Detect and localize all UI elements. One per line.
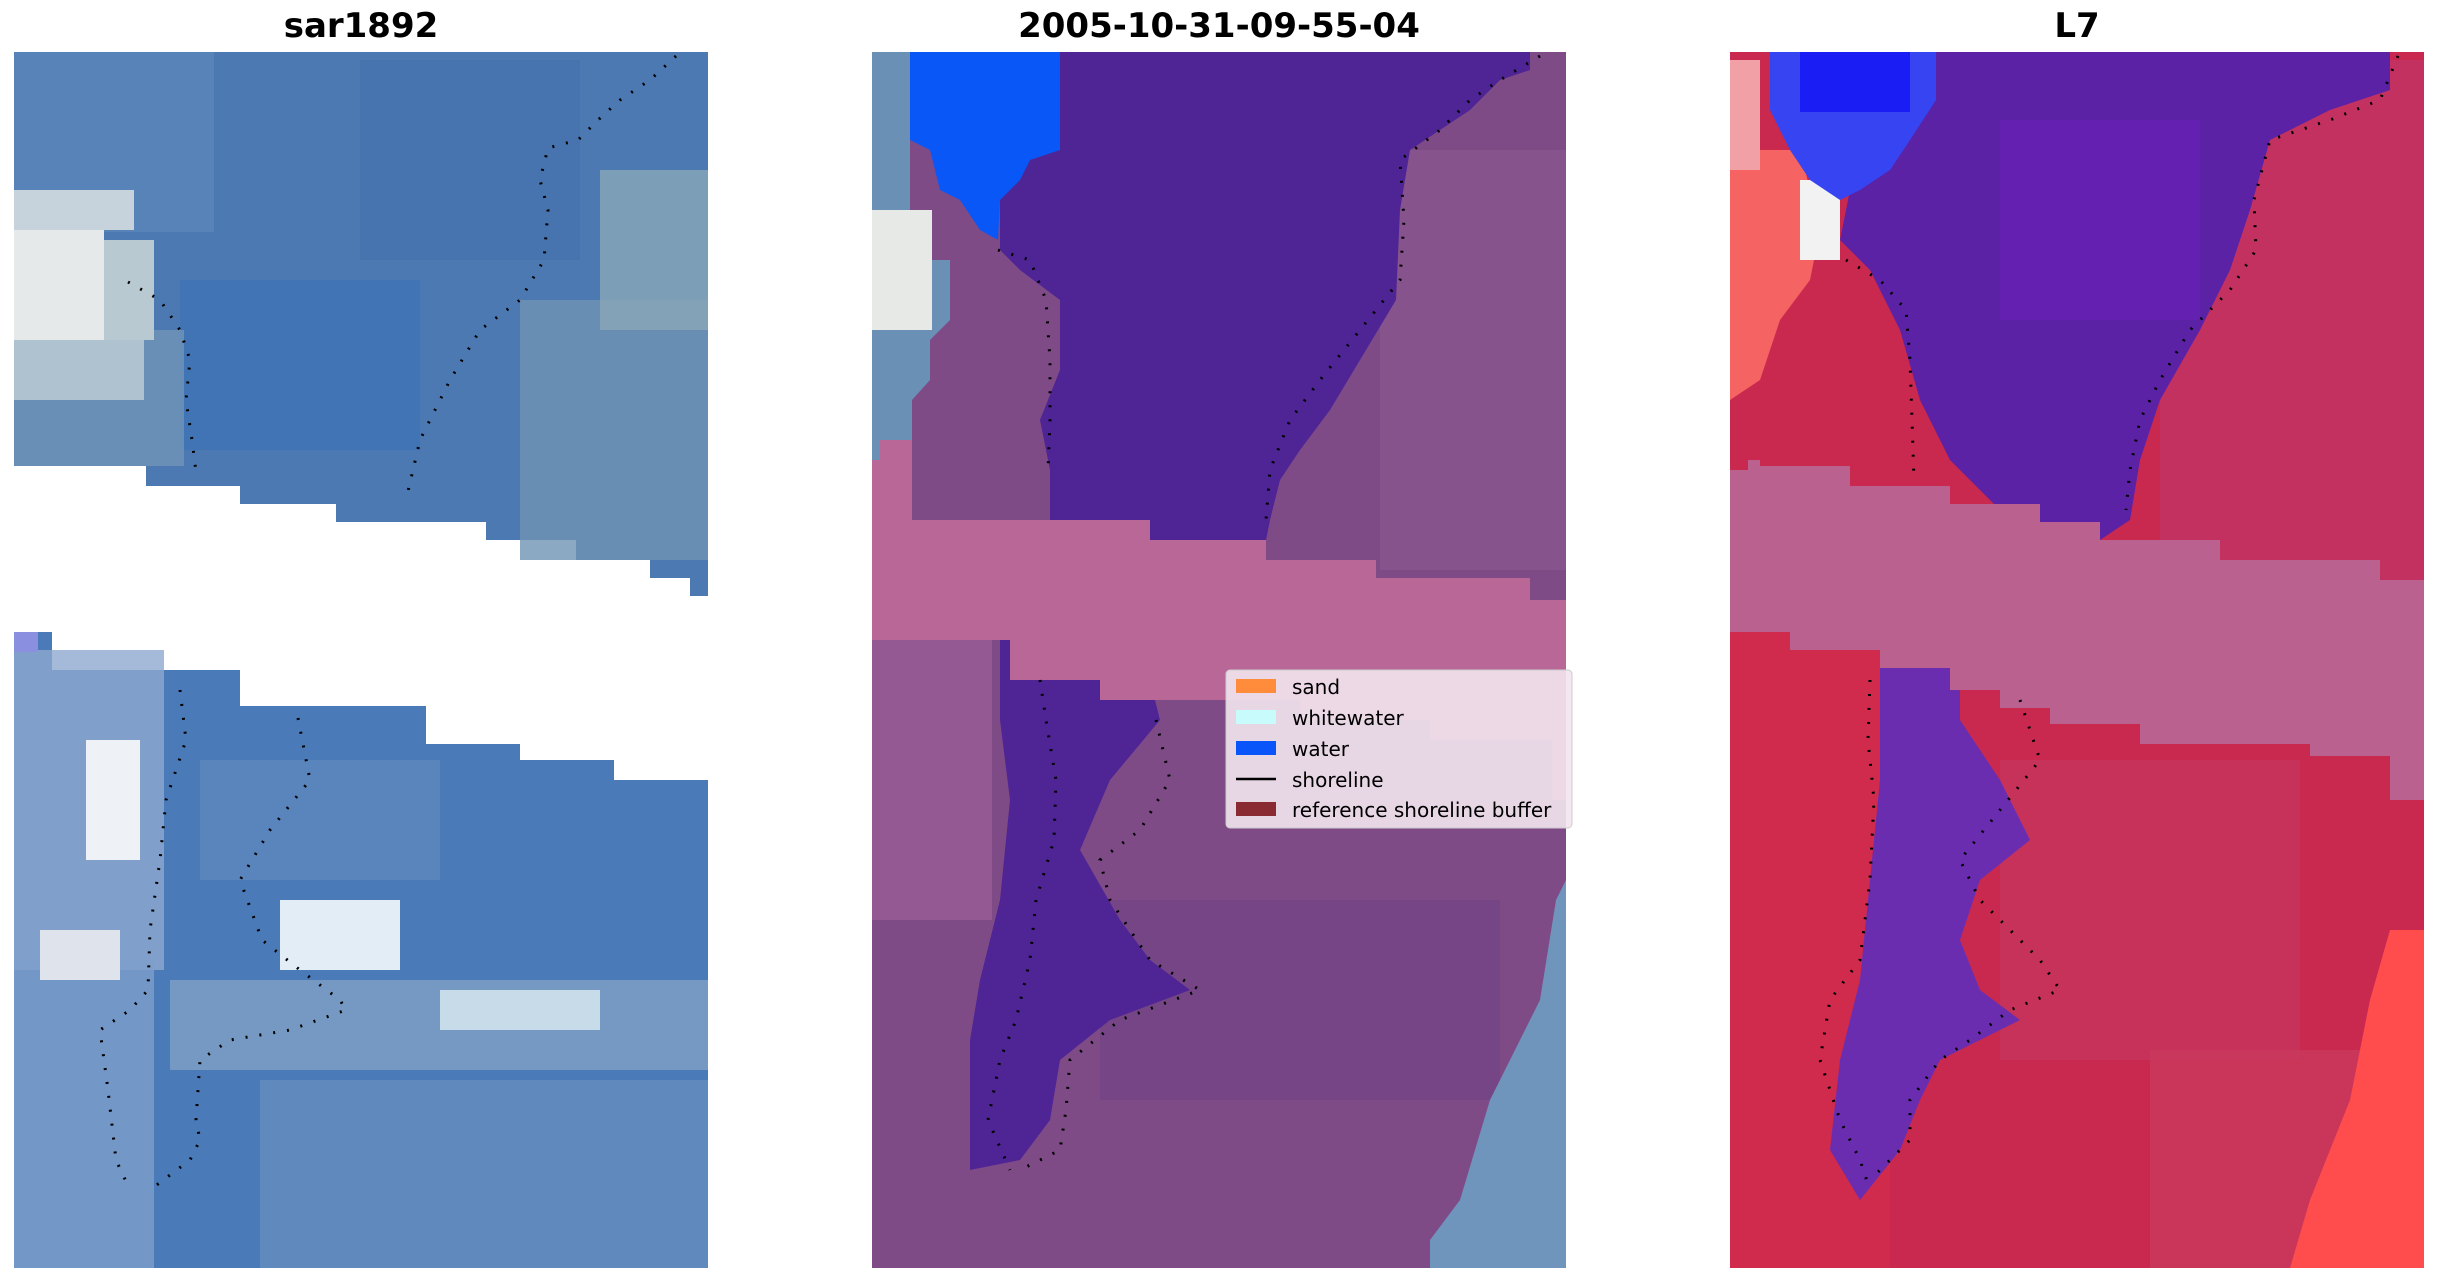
rgb-bright-sand (14, 340, 144, 400)
index-water-lower (1830, 660, 2030, 1200)
classified-land-texture (872, 620, 992, 920)
panel-title-mndwi: L7 (2054, 6, 2100, 46)
rgb-texture (600, 170, 708, 330)
rgb-texture (14, 960, 154, 1268)
rgb-texture (200, 760, 440, 880)
legend-item-shoreline: shoreline (1236, 768, 1384, 792)
classified-water-upper (1000, 52, 1530, 540)
legend-item-reference-buffer: reference shoreline buffer (1236, 798, 1552, 822)
legend-label-whitewater: whitewater (1292, 706, 1404, 730)
rgb-texture (180, 280, 420, 450)
panel-title-classified: 2005-10-31-09-55-04 (1018, 6, 1420, 46)
shoreline (98, 54, 678, 1192)
index-bright-land (2290, 930, 2424, 1268)
legend-item-water: water (1236, 737, 1350, 761)
rgb-bright-sand (14, 210, 104, 350)
rgb-bright-sand (40, 930, 120, 980)
rgb-bright-sand (104, 240, 154, 340)
legend-swatch-whitewater (1236, 710, 1276, 724)
classified-panel (872, 52, 1566, 1268)
legend-swatch-water (1236, 741, 1276, 755)
legend-label-reference-buffer: reference shoreline buffer (1292, 798, 1552, 822)
legend: sand whitewater water shoreline referenc… (1225, 669, 1573, 829)
rgb-texture (360, 60, 580, 260)
index-bright-land (1730, 150, 1820, 400)
legend-box (1225, 669, 1573, 829)
legend-item-whitewater: whitewater (1236, 706, 1404, 730)
rgb-bright-sand (86, 740, 140, 860)
legend-item-sand: sand (1236, 675, 1340, 699)
classified-rgb-remnant (1430, 880, 1566, 1268)
classified-land-texture (1100, 900, 1500, 1100)
classified-bright-sand (872, 210, 932, 330)
index-bright-water (1800, 52, 1910, 112)
shoreline (986, 54, 1541, 1172)
rgb-image-panel (14, 52, 708, 1268)
rgb-bright-sand (280, 900, 400, 970)
classified-land-texture (1380, 150, 1566, 570)
rgb-bright-sand (14, 190, 134, 230)
legend-swatch-sand (1236, 679, 1276, 693)
classified-bright-water (910, 52, 1060, 240)
rgb-texture (520, 300, 708, 560)
index-land-texture (2000, 760, 2300, 1060)
index-reference-buffer (1730, 460, 2424, 800)
index-bright-land (1730, 60, 1760, 170)
index-water-texture (2000, 120, 2200, 320)
legend-swatch-reference-buffer (1236, 802, 1276, 816)
classified-water-lower (970, 640, 1190, 1170)
rgb-texture (260, 1080, 708, 1268)
shoreline (1818, 55, 2400, 1191)
rgb-bright-sand (440, 990, 600, 1030)
rgb-texture (170, 980, 708, 1070)
panel-title-rgb: sar1892 (283, 6, 439, 46)
legend-label-shoreline: shoreline (1292, 768, 1384, 792)
legend-label-water: water (1292, 737, 1350, 761)
classified-rgb-remnant (872, 52, 950, 460)
legend-label-sand: sand (1292, 675, 1340, 699)
rgb-bright-sand (14, 632, 38, 652)
index-panel (1730, 52, 2424, 1268)
